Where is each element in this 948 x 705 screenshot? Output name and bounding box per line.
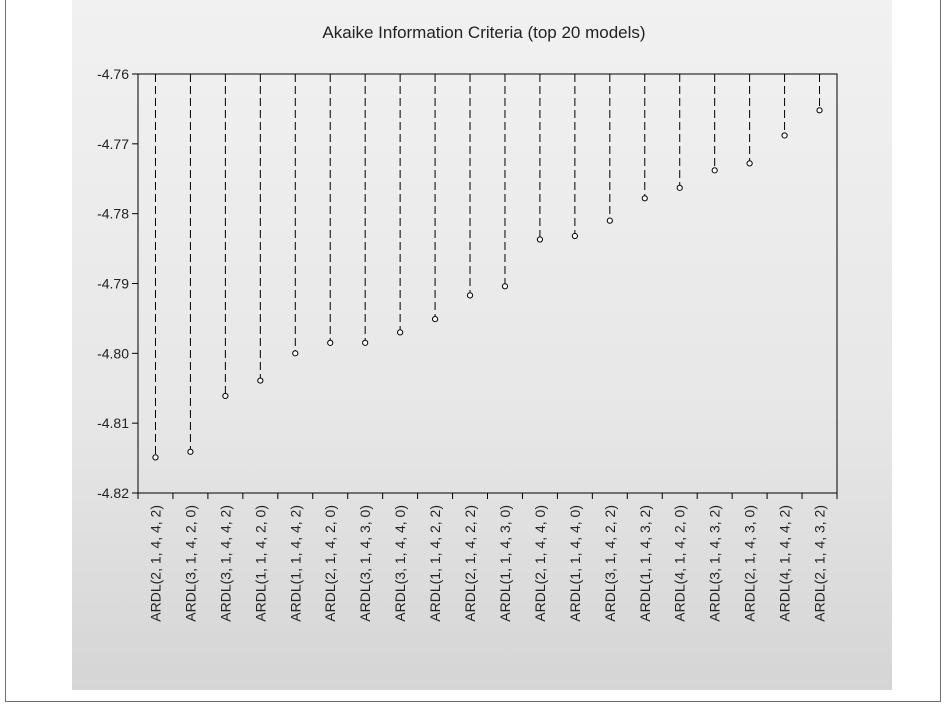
data-point [816,107,823,114]
data-point [711,167,718,174]
data-point [746,160,753,167]
data-point [501,283,509,290]
data-point [571,232,578,240]
x-category-label: ARDL(1, 1, 4, 4, 0) [567,505,583,622]
x-axis: ARDL(2, 1, 4, 4, 2) ARDL(3, 1, 4, 2, 0) AR… [137,493,838,622]
y-tick-label: -4.76 [97,66,129,82]
chart-panel [72,0,892,690]
x-category-label: ARDL(3, 1, 4, 2, 2) [602,505,618,622]
data-point [222,392,229,400]
x-category-label: ARDL(2, 1, 4, 3, 2) [812,505,828,622]
data-point [606,217,613,224]
y-axis: -4.76 -4.77 -4.78 -4.79 -4.80 -4.81 -4.82 [97,66,138,501]
data-point [257,377,264,384]
data-point [466,292,474,299]
x-category-label: ARDL(2, 1, 4, 4, 0) [532,505,548,622]
x-category-label: ARDL(3, 1, 4, 4, 0) [392,505,408,622]
data-point [362,339,369,346]
y-tick-label: -4.81 [97,415,129,431]
x-category-label: ARDL(1, 1, 4, 2, 2) [427,505,443,622]
chart-title: Akaike Information Criteria (top 20 mode… [322,23,645,42]
x-category-label: ARDL(4, 1, 4, 4, 2) [777,505,793,622]
y-tick-label: -4.77 [97,136,129,152]
aic-series [152,74,823,461]
data-point [536,236,544,243]
x-category-label: ARDL(3, 1, 4, 3, 2) [707,505,723,622]
x-category-label: ARDL(2, 1, 4, 2, 2) [462,505,478,622]
data-point [327,339,334,346]
data-point [781,132,788,139]
data-point [292,350,299,357]
data-point [641,195,648,202]
x-category-label: ARDL(3, 1, 4, 2, 0) [182,505,198,622]
x-category-label: ARDL(2, 1, 4, 3, 0) [742,505,758,622]
x-category-label: ARDL(3, 1, 4, 4, 2) [217,505,233,622]
data-point [152,454,159,461]
plot-area [137,73,838,494]
x-category-label: ARDL(2, 1, 4, 2, 0) [322,505,338,622]
y-tick-label: -4.80 [97,345,129,361]
x-category-label: ARDL(2, 1, 4, 4, 2) [147,505,163,622]
data-point [676,184,683,191]
x-category-label: ARDL(4, 1, 4, 2, 0) [672,505,688,622]
y-tick-label: -4.82 [97,485,129,501]
x-category-label: ARDL(3, 1, 4, 3, 0) [357,505,373,622]
x-category-label: ARDL(1, 1, 4, 4, 2) [287,505,303,622]
y-tick-label: -4.79 [97,276,129,292]
x-category-label: ARDL(1, 1, 4, 3, 0) [497,505,513,622]
data-point [431,316,439,323]
data-point [397,329,404,336]
y-tick-label: -4.78 [97,206,129,222]
x-category-label: ARDL(1, 1, 4, 2, 0) [252,505,268,622]
x-category-label: ARDL(1, 1, 4, 3, 2) [637,505,653,622]
data-point [187,448,194,455]
